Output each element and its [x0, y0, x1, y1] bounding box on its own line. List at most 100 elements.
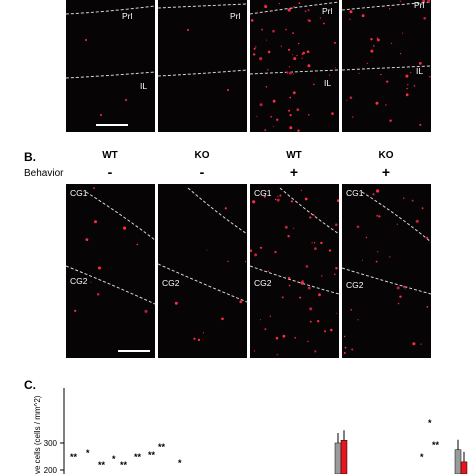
significance-marker: * [428, 418, 432, 428]
cell-dot [250, 19, 254, 22]
cell-dot [174, 301, 178, 305]
behavior-sign-3: + [289, 164, 299, 180]
significance-marker: * [86, 448, 90, 458]
cell-dot [244, 261, 247, 263]
cell-dot [377, 38, 380, 42]
cell-dot [286, 71, 289, 74]
cell-dot [288, 109, 291, 112]
cell-dot [321, 275, 323, 277]
cell-dot [419, 123, 422, 126]
cell-dot [136, 243, 139, 246]
prl-boundary-line [66, 5, 155, 15]
cell-dot [94, 220, 97, 224]
scale-bar [118, 350, 150, 352]
cell-dot [361, 259, 363, 261]
panel-b-wt-plus-overlay [250, 187, 339, 356]
behavior-sign-4: + [381, 164, 391, 180]
cell-dot [282, 334, 286, 338]
cell-dot [289, 126, 293, 130]
cg1-label: CG1 [346, 188, 364, 198]
prl-label: Prl [322, 6, 333, 16]
cell-dot [221, 317, 224, 321]
cell-dot [349, 18, 351, 20]
panel-b-ko-minus: CG2 [158, 184, 247, 358]
cell-dot [85, 39, 87, 41]
cell-dot [389, 119, 392, 122]
cell-dot [401, 32, 404, 34]
prl-boundary-line [250, 1, 339, 15]
il-boundary-line [66, 71, 155, 79]
panel-a-ko-plus-overlay [342, 0, 431, 126]
cell-dot [264, 5, 268, 9]
cell-dot [280, 45, 282, 47]
cg1-boundary-line [279, 187, 339, 235]
cell-dot [412, 342, 416, 346]
cell-dot [202, 332, 204, 334]
prl-boundary-line [342, 1, 431, 11]
cell-dot [351, 348, 354, 351]
cell-dot [318, 293, 321, 297]
cell-dot [403, 197, 405, 199]
cell-dot [100, 114, 102, 116]
cell-dot [328, 249, 332, 252]
panel-b-wt-minus-overlay [66, 187, 155, 313]
cell-dot [293, 57, 297, 61]
y-axis-label: ve cells (cells / mm^2) [33, 395, 42, 474]
panel-a-wt-minus-overlay [66, 5, 155, 116]
cell-dot [421, 207, 424, 210]
cell-dot [287, 8, 291, 12]
cell-dot [426, 306, 429, 308]
cell-dot [276, 354, 278, 356]
cell-dot [376, 214, 379, 217]
cell-dot [272, 99, 276, 103]
il-label: IL [140, 81, 148, 91]
cell-dot [289, 71, 293, 75]
cell-dot [356, 225, 360, 229]
cell-dot [397, 302, 400, 305]
cell-dot [288, 276, 291, 280]
cell-dot [376, 189, 380, 193]
cell-dot [193, 337, 196, 340]
cell-dot [285, 28, 287, 31]
cell-dot [264, 4, 266, 6]
panel-a-wt-plus-overlay [250, 1, 339, 132]
cell-dot [366, 62, 368, 64]
cell-dot [314, 247, 317, 250]
cell-dot [292, 91, 296, 95]
cell-dot [370, 38, 373, 41]
cell-dot [396, 223, 398, 225]
significance-group: ** ******** ********* [70, 418, 440, 470]
y-tick-label-200: 200 [44, 466, 58, 474]
cell-dot [300, 189, 302, 191]
cell-dot [259, 103, 263, 107]
cell-dot [307, 9, 310, 12]
cell-dot [272, 29, 275, 33]
cell-dot [266, 39, 268, 41]
cell-dot [406, 87, 408, 90]
behavior-sign-1: - [107, 164, 113, 180]
cg2-boundary-line [66, 265, 155, 305]
cell-dot [351, 116, 354, 118]
significance-marker: * [112, 454, 116, 464]
cell-dot [300, 281, 304, 285]
cell-dot [400, 53, 402, 55]
cell-dot [361, 14, 365, 18]
cell-dot [426, 236, 429, 239]
cell-dot [385, 104, 387, 106]
cell-dot [429, 75, 431, 78]
group-label-2: KO [194, 150, 210, 161]
cell-dot [329, 74, 331, 76]
cell-dot [227, 260, 229, 263]
panel-c-bar-chart: 300 200 ve cells (cells / mm^2) ** ******… [33, 388, 468, 474]
prl-label: Prl [122, 11, 133, 21]
cg1-boundary-line [187, 187, 247, 235]
cell-dot [330, 328, 333, 332]
cell-dot [239, 300, 243, 304]
cell-dot [372, 193, 375, 196]
cell-dot [281, 296, 284, 299]
cell-dot [415, 219, 419, 223]
cg2-boundary-line [342, 267, 431, 295]
cell-dot [253, 53, 256, 56]
cell-dot [407, 84, 409, 86]
cell-dot [277, 195, 279, 197]
